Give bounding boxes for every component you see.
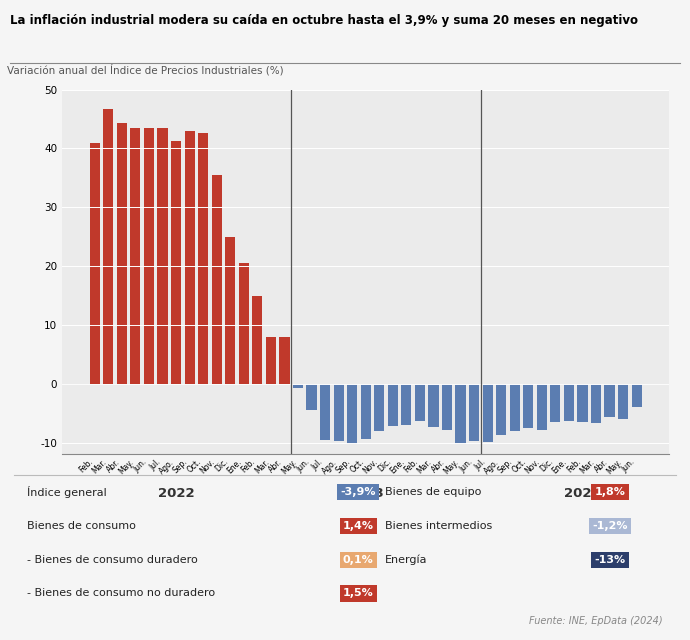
Bar bbox=[402, 384, 411, 425]
Bar bbox=[306, 384, 317, 410]
Text: -3,9%: -3,9% bbox=[340, 487, 376, 497]
Bar bbox=[90, 143, 100, 384]
Bar bbox=[279, 337, 290, 384]
Bar bbox=[253, 296, 262, 384]
Bar bbox=[239, 263, 249, 384]
Bar bbox=[184, 131, 195, 384]
Bar bbox=[130, 128, 141, 384]
Text: 1,8%: 1,8% bbox=[595, 487, 625, 497]
Bar bbox=[564, 384, 574, 421]
Bar bbox=[537, 384, 547, 430]
Bar bbox=[361, 384, 371, 439]
Text: 0,1%: 0,1% bbox=[343, 555, 373, 564]
Bar bbox=[212, 175, 221, 384]
Text: Variación anual del Índice de Precios Industriales (%): Variación anual del Índice de Precios In… bbox=[8, 63, 284, 75]
Text: Bienes intermedios: Bienes intermedios bbox=[385, 521, 492, 531]
Bar bbox=[618, 384, 628, 419]
Bar bbox=[374, 384, 384, 431]
Bar bbox=[415, 384, 425, 422]
Bar bbox=[347, 384, 357, 444]
Bar bbox=[591, 384, 601, 422]
Bar bbox=[144, 129, 154, 384]
Text: - Bienes de consumo duradero: - Bienes de consumo duradero bbox=[27, 555, 198, 564]
Bar bbox=[388, 384, 398, 426]
Bar bbox=[442, 384, 452, 429]
Bar bbox=[550, 384, 560, 422]
Text: Energía: Energía bbox=[385, 554, 427, 565]
Bar bbox=[157, 129, 168, 384]
Bar bbox=[496, 384, 506, 435]
Text: Fuente: INE, EpData (2024): Fuente: INE, EpData (2024) bbox=[529, 616, 663, 626]
Bar bbox=[578, 384, 587, 422]
Text: 1,5%: 1,5% bbox=[343, 588, 373, 598]
Text: 2024: 2024 bbox=[564, 487, 601, 500]
Bar bbox=[510, 384, 520, 431]
Bar bbox=[198, 132, 208, 384]
Text: Bienes de consumo: Bienes de consumo bbox=[27, 521, 136, 531]
Bar bbox=[455, 384, 466, 444]
Bar bbox=[469, 384, 479, 442]
Text: Índice general: Índice general bbox=[27, 486, 107, 498]
Bar bbox=[428, 384, 439, 427]
Text: Bienes de equipo: Bienes de equipo bbox=[385, 487, 481, 497]
Bar bbox=[320, 384, 330, 440]
Bar bbox=[266, 337, 276, 384]
Bar bbox=[333, 384, 344, 442]
Bar bbox=[631, 384, 642, 407]
Bar bbox=[104, 109, 113, 384]
Text: 1,4%: 1,4% bbox=[343, 521, 374, 531]
Text: -13%: -13% bbox=[594, 555, 626, 564]
Bar bbox=[604, 384, 615, 417]
Text: La inflación industrial modera su caída en octubre hasta el 3,9% y suma 20 meses: La inflación industrial modera su caída … bbox=[10, 14, 638, 27]
Bar bbox=[293, 384, 303, 388]
Bar bbox=[225, 237, 235, 384]
Text: 2022: 2022 bbox=[158, 487, 195, 500]
Bar bbox=[117, 122, 127, 384]
Bar bbox=[482, 384, 493, 442]
Text: 2023: 2023 bbox=[347, 487, 384, 500]
Text: -1,2%: -1,2% bbox=[592, 521, 628, 531]
Bar bbox=[171, 141, 181, 384]
Text: - Bienes de consumo no duradero: - Bienes de consumo no duradero bbox=[27, 588, 215, 598]
Bar bbox=[523, 384, 533, 428]
